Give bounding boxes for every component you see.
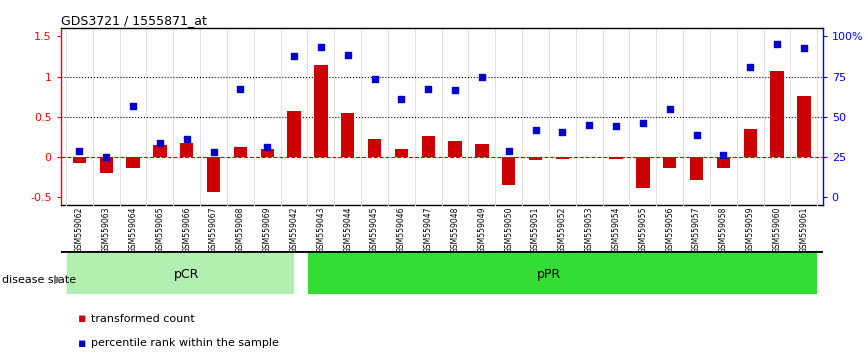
Bar bbox=[314, 64, 327, 157]
Bar bbox=[388, 28, 415, 205]
Point bbox=[501, 149, 515, 154]
Point bbox=[207, 149, 221, 155]
Point bbox=[368, 76, 382, 82]
Bar bbox=[556, 157, 569, 159]
Text: transformed count: transformed count bbox=[91, 314, 195, 324]
Bar bbox=[690, 157, 703, 181]
Bar bbox=[603, 28, 630, 205]
Point bbox=[716, 153, 730, 158]
Text: pPR: pPR bbox=[537, 268, 561, 281]
Bar bbox=[227, 28, 254, 205]
Bar bbox=[771, 71, 784, 157]
Bar bbox=[66, 28, 93, 205]
Point bbox=[743, 64, 757, 70]
Bar bbox=[146, 28, 173, 205]
Point bbox=[395, 96, 409, 102]
Bar bbox=[549, 28, 576, 205]
Bar bbox=[288, 111, 301, 157]
Bar bbox=[469, 28, 495, 205]
Bar bbox=[153, 145, 166, 157]
Bar bbox=[683, 28, 710, 205]
Point bbox=[528, 128, 542, 133]
Bar bbox=[764, 28, 791, 205]
Bar bbox=[656, 28, 683, 205]
Bar bbox=[307, 28, 334, 205]
Bar bbox=[207, 157, 220, 193]
Point bbox=[73, 148, 87, 153]
Point bbox=[341, 52, 355, 58]
Bar bbox=[630, 28, 656, 205]
Bar bbox=[717, 157, 730, 168]
Point bbox=[448, 87, 462, 93]
Bar bbox=[173, 28, 200, 205]
Point bbox=[636, 120, 650, 126]
Bar bbox=[307, 251, 818, 294]
Bar bbox=[334, 28, 361, 205]
Point bbox=[100, 154, 113, 160]
Bar bbox=[120, 28, 146, 205]
Point bbox=[180, 137, 194, 142]
Bar bbox=[710, 28, 737, 205]
Bar bbox=[261, 149, 274, 157]
Point bbox=[689, 132, 703, 138]
Bar bbox=[529, 157, 542, 160]
Text: disease state: disease state bbox=[2, 275, 76, 285]
Text: percentile rank within the sample: percentile rank within the sample bbox=[91, 338, 279, 348]
Point bbox=[288, 54, 301, 59]
Bar bbox=[610, 157, 623, 159]
Bar bbox=[341, 113, 354, 157]
Point bbox=[234, 86, 248, 91]
Bar bbox=[522, 28, 549, 205]
Bar bbox=[442, 28, 469, 205]
Point bbox=[153, 140, 167, 145]
Bar bbox=[502, 157, 515, 185]
Point bbox=[261, 144, 275, 149]
Point bbox=[314, 44, 328, 50]
Point bbox=[609, 124, 623, 129]
Point bbox=[422, 87, 436, 92]
Bar bbox=[449, 141, 462, 157]
Bar bbox=[576, 28, 603, 205]
Bar bbox=[100, 157, 113, 173]
Point bbox=[126, 103, 140, 109]
Text: ▶: ▶ bbox=[54, 275, 62, 285]
Bar bbox=[737, 28, 764, 205]
Bar bbox=[368, 139, 381, 157]
Text: ▪: ▪ bbox=[78, 312, 87, 325]
Point bbox=[475, 74, 488, 79]
Point bbox=[555, 129, 569, 135]
Bar bbox=[791, 28, 818, 205]
Bar bbox=[637, 157, 650, 188]
Point bbox=[770, 41, 784, 47]
Bar bbox=[281, 28, 307, 205]
Bar bbox=[663, 157, 676, 168]
Bar bbox=[415, 28, 442, 205]
Text: pCR: pCR bbox=[174, 268, 199, 281]
Bar bbox=[495, 28, 522, 205]
Bar bbox=[66, 251, 294, 294]
Bar bbox=[254, 28, 281, 205]
Bar bbox=[180, 143, 193, 157]
Bar bbox=[126, 157, 139, 167]
Point bbox=[797, 46, 811, 51]
Bar bbox=[93, 28, 120, 205]
Bar bbox=[73, 157, 86, 164]
Bar bbox=[422, 136, 435, 157]
Bar bbox=[475, 144, 488, 157]
Bar bbox=[395, 149, 408, 157]
Point bbox=[662, 106, 676, 112]
Text: GDS3721 / 1555871_at: GDS3721 / 1555871_at bbox=[61, 14, 206, 27]
Bar bbox=[361, 28, 388, 205]
Point bbox=[582, 122, 596, 128]
Bar bbox=[744, 129, 757, 157]
Bar bbox=[200, 28, 227, 205]
Bar bbox=[234, 147, 247, 157]
Text: ▪: ▪ bbox=[78, 337, 87, 350]
Bar bbox=[798, 96, 811, 157]
